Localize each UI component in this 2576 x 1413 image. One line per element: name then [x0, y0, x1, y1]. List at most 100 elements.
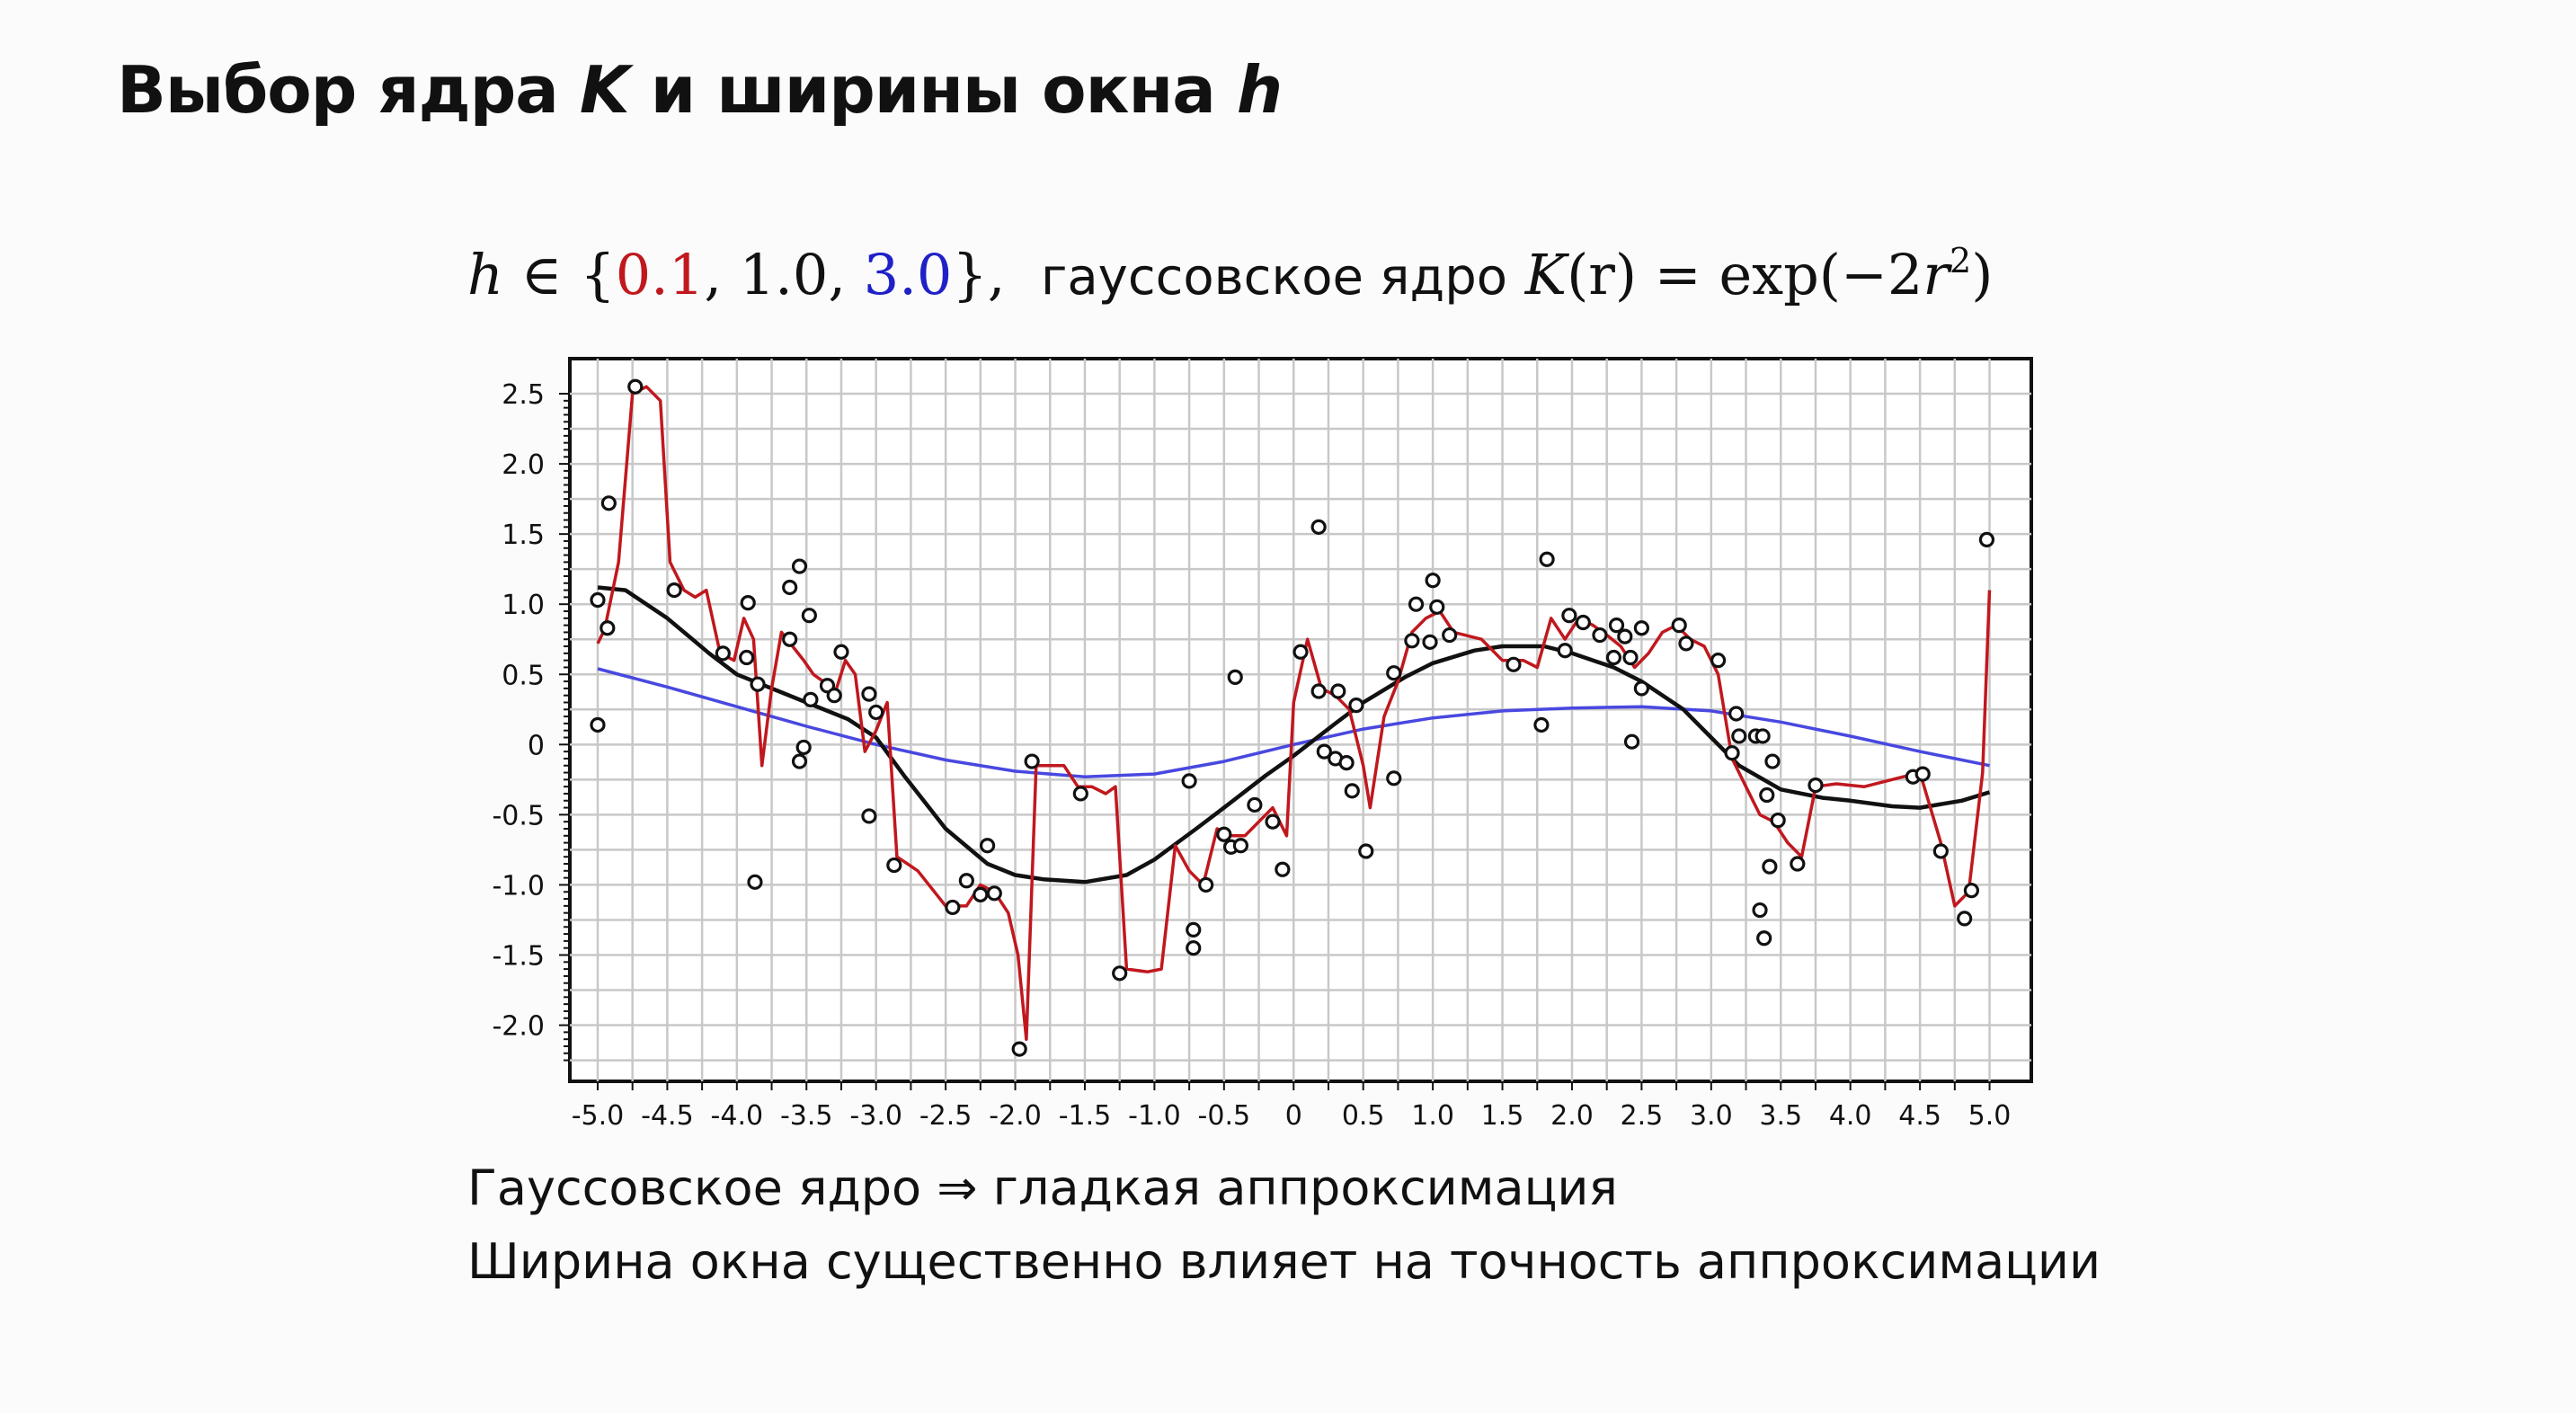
- data-point: [1425, 573, 1441, 589]
- data-point: [1756, 930, 1772, 946]
- x-tick-label: -1.0: [1128, 1100, 1181, 1132]
- data-point: [1592, 627, 1608, 644]
- data-point: [1770, 813, 1786, 829]
- x-tick-label: 5.0: [1968, 1100, 2012, 1132]
- data-point: [833, 644, 849, 660]
- data-point: [1557, 643, 1573, 659]
- data-point: [590, 716, 606, 733]
- data-point: [1605, 649, 1622, 666]
- x-tick-label: -3.5: [780, 1100, 833, 1132]
- series-line-30: [597, 667, 1990, 778]
- series-line-10: [597, 585, 1991, 884]
- y-tick-label: -1.0: [492, 870, 545, 902]
- y-tick-label: -0.5: [492, 800, 545, 831]
- data-point: [1575, 614, 1591, 631]
- formula-h: h: [467, 242, 503, 307]
- data-point: [1186, 921, 1202, 938]
- data-point: [1310, 519, 1327, 535]
- x-tick-label: -1.5: [1059, 1100, 1112, 1132]
- x-tick-label: 3.0: [1690, 1100, 1733, 1132]
- kernel-formula: h ∈ {0.1, 1.0, 3.0}, гауссовское ядро K(…: [467, 241, 1993, 307]
- data-point: [1561, 608, 1577, 624]
- formula-h-0-1: 0.1: [615, 242, 705, 307]
- data-point: [1533, 716, 1550, 733]
- data-point: [1310, 683, 1327, 699]
- data-point: [1762, 858, 1778, 875]
- data-point: [1072, 786, 1088, 802]
- bullet-2: Ширина окна существенно влияет на точнос…: [467, 1233, 2101, 1290]
- data-points: [590, 378, 1995, 1057]
- data-point: [1963, 883, 1980, 899]
- x-tick-label: 0.5: [1342, 1100, 1385, 1132]
- data-point: [1112, 965, 1128, 982]
- x-tick-label: -4.0: [711, 1100, 764, 1132]
- data-point: [886, 857, 902, 874]
- data-point: [1198, 876, 1214, 893]
- data-point: [1539, 551, 1555, 567]
- formula-K: K: [1524, 242, 1568, 307]
- y-tick-label: 0: [528, 730, 545, 761]
- data-point: [1808, 777, 1824, 794]
- data-point: [1752, 902, 1768, 919]
- formula-r: r: [1923, 242, 1950, 307]
- data-point: [973, 886, 989, 902]
- data-point: [1617, 628, 1633, 644]
- formula-power: 2: [1950, 241, 1972, 280]
- data-point: [740, 595, 756, 611]
- formula-paren-r: (r): [1567, 242, 1638, 307]
- x-tick-label: -4.5: [641, 1100, 694, 1132]
- data-point: [1232, 838, 1249, 854]
- y-tick-label: -2.0: [492, 1011, 545, 1043]
- data-point: [600, 620, 616, 636]
- data-point: [1216, 826, 1232, 842]
- data-point: [1348, 698, 1364, 714]
- y-tick-label: 0.5: [502, 660, 545, 691]
- data-point: [1957, 911, 1973, 927]
- data-point: [791, 558, 808, 574]
- formula-eq-exp: = exp(−2: [1637, 242, 1923, 307]
- data-point: [861, 686, 877, 702]
- y-tick-label: 1.5: [502, 520, 545, 551]
- x-tick-label: -0.5: [1198, 1100, 1251, 1132]
- y-tick-label: 2.0: [502, 449, 545, 481]
- data-point: [1186, 940, 1202, 956]
- data-point: [600, 495, 617, 511]
- data-point: [1344, 783, 1360, 799]
- data-point: [1764, 753, 1781, 769]
- data-point: [1227, 669, 1243, 685]
- data-point: [715, 645, 731, 662]
- data-point: [1622, 649, 1639, 666]
- y-tick-label: 2.5: [502, 379, 545, 411]
- data-point: [782, 631, 798, 647]
- data-point: [1429, 599, 1445, 615]
- data-point: [1316, 743, 1332, 760]
- slide-title: Выбор ядра K и ширины окна h: [117, 52, 1283, 128]
- data-point: [1442, 627, 1458, 644]
- title-K-symbol: K: [579, 52, 630, 128]
- x-tick-label: 4.5: [1898, 1100, 1941, 1132]
- data-point: [747, 874, 763, 890]
- data-point: [1181, 773, 1197, 789]
- data-point: [986, 885, 1002, 902]
- data-point: [1608, 618, 1625, 634]
- plot-frame: [568, 357, 2033, 1083]
- data-point: [750, 676, 766, 692]
- x-tick-label: -2.5: [919, 1100, 973, 1132]
- data-point: [1678, 635, 1694, 652]
- data-point: [1292, 644, 1309, 660]
- data-point: [979, 838, 996, 854]
- data-point: [1731, 728, 1747, 744]
- data-point: [1710, 653, 1727, 669]
- y-tick-label: 1.0: [502, 590, 545, 621]
- data-point: [1623, 733, 1640, 750]
- data-point: [1633, 680, 1650, 697]
- title-text-2: и ширины окна: [628, 52, 1237, 128]
- data-point: [1386, 665, 1402, 681]
- x-tick-label: -3.0: [849, 1100, 902, 1132]
- y-tick-labels: 2.5 2.0 1.5 1.0 0.5 0 -0.5 -1.0 -1.5 -2.0: [492, 379, 545, 1043]
- data-point: [945, 899, 961, 916]
- grid-lines: [559, 359, 2031, 1090]
- data-point: [826, 688, 842, 704]
- data-point: [1265, 813, 1281, 830]
- data-point: [1932, 843, 1949, 859]
